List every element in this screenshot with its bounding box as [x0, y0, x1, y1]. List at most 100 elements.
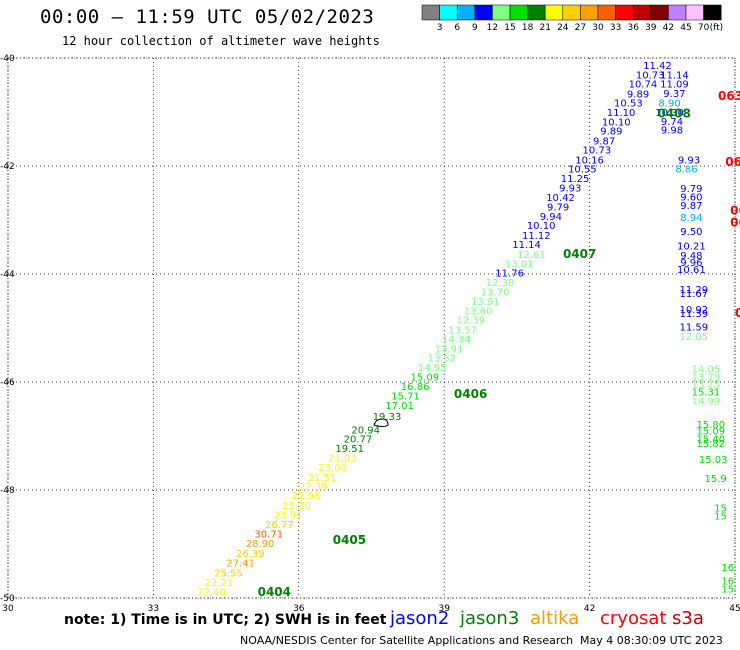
wave-height-label: 13.70	[481, 288, 510, 299]
wave-height-label: 15.03	[699, 455, 728, 466]
page-subtitle: 12 hour collection of altimeter wave hei…	[62, 34, 380, 48]
wave-height-label: 23.91	[274, 511, 303, 522]
wave-height-label: 11.42	[643, 61, 672, 72]
wave-height-label: 16	[721, 577, 734, 588]
wave-height-label: 11.09	[660, 80, 689, 91]
wave-height-label: 13.79	[692, 372, 721, 383]
wave-height-label: 11.14	[660, 71, 689, 82]
wave-height-label: 8.86	[675, 164, 697, 175]
wave-height-label: 11.14	[512, 240, 541, 251]
wave-height-label: 9.50	[680, 227, 702, 238]
wave-height-label: 25.55	[214, 568, 243, 579]
pass-time-label: 0404	[258, 585, 291, 599]
wave-height-label: 14.05	[692, 364, 721, 375]
wave-height-label: 30.71	[254, 530, 283, 541]
lat-tick-label: -40	[0, 54, 15, 64]
footer-credit: NOAA/NESDIS Center for Satellite Applica…	[240, 634, 574, 647]
wave-height-label: 15.9	[704, 474, 726, 485]
scale-tick-label: 15	[504, 23, 515, 33]
wave-height-label: 9.79	[547, 202, 569, 213]
wave-height-label: 15.31	[692, 388, 721, 399]
wave-height-label: 13.60	[464, 307, 493, 318]
pass-time-label: 0	[735, 306, 740, 320]
scale-tick-label: 42	[663, 23, 674, 33]
wave-height-label: 8.94	[680, 213, 702, 224]
wave-height-label: 16.86	[401, 382, 430, 393]
wave-height-label: 23.00	[318, 463, 347, 474]
wave-height-label: 19.51	[335, 444, 364, 455]
legend-cryosat: cryosat	[600, 608, 667, 629]
pass-time-label: 0407	[563, 247, 596, 261]
wave-height-label: 20.77	[344, 434, 373, 445]
wave-height-label: 9.93	[559, 183, 581, 194]
wave-height-label: 9.98	[661, 126, 683, 137]
lon-tick-label: 33	[148, 604, 159, 614]
wave-height-label: 13.91	[435, 344, 464, 355]
wave-height-label: 14.99	[692, 397, 721, 408]
wave-height-label: 11.59	[679, 323, 708, 334]
wave-height-label: 13.52	[427, 353, 456, 364]
footer-date: May 4 08:30:09 UTC 2023	[580, 634, 723, 647]
wave-height-label: 14.34	[442, 335, 471, 346]
wave-height-label: 9.93	[678, 155, 700, 166]
wave-height-label: 9.60	[680, 193, 702, 204]
wave-height-label: 10.21	[677, 242, 706, 253]
island-outline	[373, 418, 389, 427]
wave-height-label: 10.30	[655, 108, 684, 119]
wave-height-label: 8.90	[658, 99, 680, 110]
wave-height-label: 15.71	[391, 391, 420, 402]
scale-unit: (ft)	[710, 23, 724, 33]
wave-height-label: 15.40	[696, 434, 725, 445]
wave-height-label: 9.94	[540, 212, 562, 223]
scale-tick-label: 21	[539, 23, 550, 33]
wave-height-label: 23.21	[205, 578, 234, 589]
wave-height-label: 10.10	[527, 221, 556, 232]
wave-height-label: 9.89	[627, 89, 649, 100]
wave-height-label: 12.38	[486, 278, 515, 289]
wave-height-label: 13.01	[505, 260, 534, 271]
wave-height-label: 22.40	[197, 587, 226, 598]
scale-tick-label: 24	[557, 23, 569, 33]
wave-height-label: 11.12	[522, 231, 551, 242]
scale-tick-label: 18	[522, 23, 534, 33]
legend-s3a: s3a	[672, 608, 704, 629]
wave-height-label: 11.67	[679, 289, 708, 300]
wave-height-label: 9.37	[663, 89, 685, 100]
scale-tick-label: 30	[592, 23, 604, 33]
wave-height-label: 12.39	[457, 316, 486, 327]
lon-tick-label: 39	[438, 604, 450, 614]
wave-height-label: 15	[721, 585, 734, 596]
wave-height-label: 26.39	[236, 549, 265, 560]
wave-height-label: 13.91	[471, 297, 500, 308]
wave-height-label: 9.87	[593, 136, 615, 147]
wave-height-label: 16	[721, 563, 734, 574]
wave-height-label: 10.74	[629, 80, 658, 91]
pass-time-label: 0408	[657, 106, 690, 120]
color-scale-legend: 3 6 9 12 15 18 21 24 27 30 33 36 39 42 45 70 (ft)	[421, 4, 724, 33]
wave-height-label: 11.29	[679, 285, 708, 296]
pass-time-label: 0405	[333, 533, 366, 547]
wave-height-label: 10.16	[575, 155, 604, 166]
pass-time-label: 0406	[454, 387, 487, 401]
wave-height-label: 14.95	[418, 363, 447, 374]
scale-tick-label: 27	[575, 23, 586, 33]
legend-altika: altika	[530, 608, 580, 629]
scale-tick-label: 70	[698, 23, 710, 33]
wave-height-label: 9.89	[600, 127, 622, 138]
wave-height-label: 26.77	[265, 520, 294, 531]
lat-tick-label: -46	[0, 378, 15, 388]
pass-time-label: 06	[730, 215, 740, 229]
wave-height-label: 21.03	[328, 453, 357, 464]
wave-height-label: 9.87	[680, 201, 702, 212]
wave-height-label: 23.20	[282, 501, 311, 512]
scale-tick-label: 12	[487, 23, 498, 33]
wave-height-label: 27.41	[226, 559, 255, 570]
footer-note: note: 1) Time is in UTC; 2) SWH is in fe…	[64, 612, 387, 628]
lat-tick-label: -50	[0, 594, 15, 604]
lon-tick-label: 36	[293, 604, 305, 614]
wave-height-label: 9.74	[661, 117, 683, 128]
wave-height-label: 15.82	[696, 439, 725, 450]
wave-height-label: 15.09	[696, 426, 725, 437]
map-frame	[7, 57, 736, 599]
wave-height-label: 10.61	[677, 265, 706, 276]
